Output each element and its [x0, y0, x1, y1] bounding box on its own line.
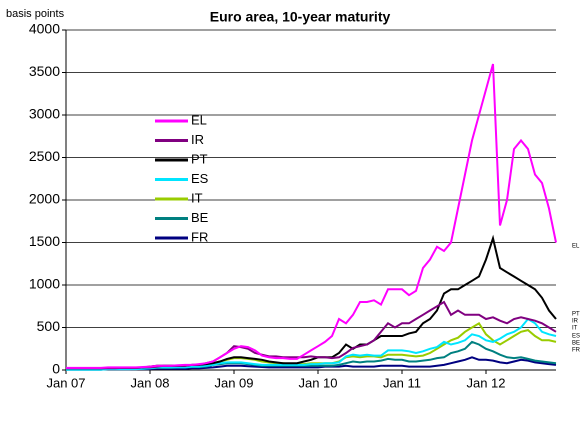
y-tick-label: 2000	[29, 191, 60, 207]
legend-label: EL	[191, 112, 207, 127]
legend-label: BE	[191, 210, 209, 225]
x-tick-label: Jan 11	[383, 375, 421, 390]
y-tick-label: 3000	[29, 106, 60, 122]
y-tick-label: 4000	[29, 21, 60, 37]
legend-label: ES	[191, 171, 209, 186]
end-label: ES	[572, 334, 580, 340]
y-tick-label: 500	[37, 318, 61, 334]
legend-label: IR	[191, 132, 204, 147]
x-tick-label: Jan 09	[214, 375, 253, 390]
y-tick-label: 1000	[29, 276, 60, 292]
y-tick-label: 2500	[29, 148, 60, 164]
series-line	[66, 63, 557, 369]
y-tick-label: 0	[52, 361, 60, 377]
end-label: FR	[572, 348, 581, 354]
end-label: IR	[572, 319, 579, 325]
end-label: PT	[572, 312, 580, 318]
end-label: IT	[572, 326, 578, 332]
x-tick-label: Jan 10	[298, 375, 337, 390]
legend-label: IT	[191, 190, 203, 205]
y-tick-label: 3500	[29, 63, 60, 79]
legend-label: FR	[191, 229, 208, 244]
y-axis-label: basis points	[6, 8, 65, 20]
series-line	[66, 300, 557, 370]
end-label: EL	[572, 244, 580, 250]
end-label: BE	[572, 341, 580, 347]
chart-title: Euro area, 10-year maturity	[210, 9, 391, 25]
x-tick-label: Jan 07	[46, 375, 85, 390]
series-line	[66, 317, 557, 371]
x-tick-label: Jan 08	[130, 375, 169, 390]
series-line	[66, 234, 557, 370]
y-tick-label: 1500	[29, 233, 60, 249]
legend-label: PT	[191, 151, 208, 166]
x-tick-label: Jan 12	[466, 375, 505, 390]
